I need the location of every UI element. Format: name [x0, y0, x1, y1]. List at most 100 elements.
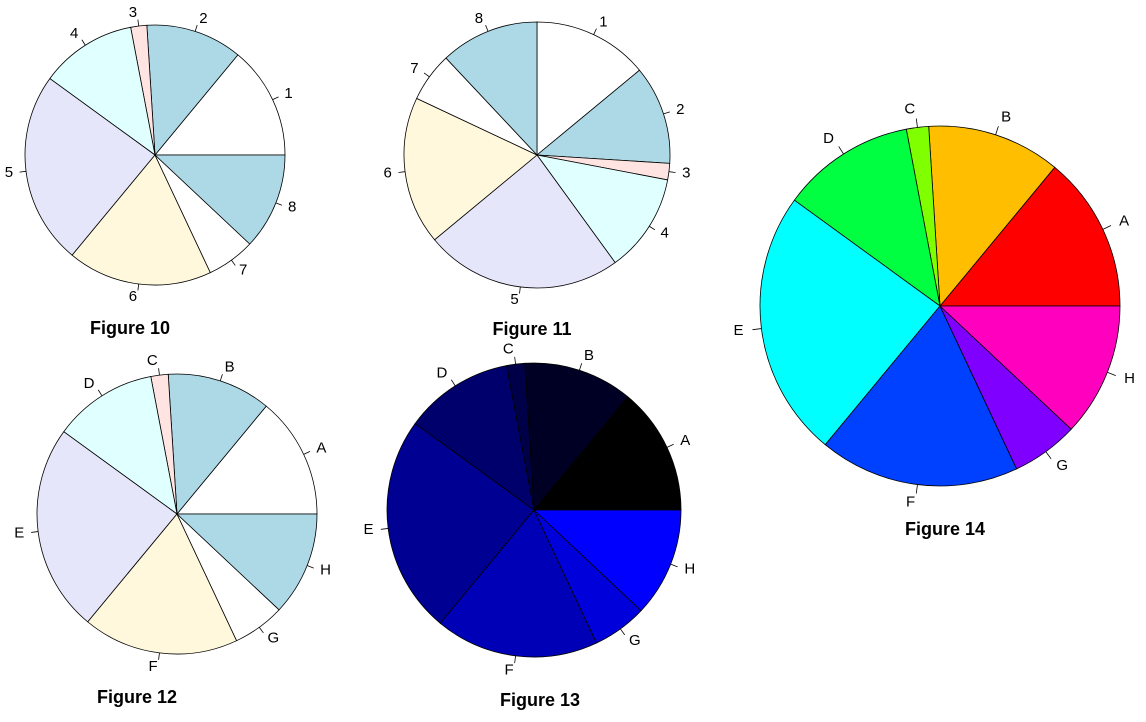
- label-tick: [158, 368, 160, 376]
- label-tick: [275, 202, 283, 206]
- pie-slice: [386, 423, 535, 624]
- label-tick: [995, 126, 999, 135]
- pie-slice: [939, 166, 1121, 307]
- chart-title: Figure 14: [905, 519, 985, 539]
- slice-label: E: [14, 524, 24, 541]
- slice-label: G: [268, 630, 280, 647]
- pie-slice: [146, 24, 239, 157]
- label-tick: [1045, 451, 1052, 460]
- label-tick: [258, 627, 264, 634]
- label-tick: [137, 283, 140, 291]
- label-tick: [668, 171, 676, 173]
- pie-chart: 1 2 3 4 5 6 7 8 Figure 10: [5, 4, 297, 338]
- slice-label: G: [629, 632, 641, 649]
- slice-label: 4: [661, 224, 669, 241]
- slice-label: 6: [129, 288, 137, 305]
- pie-slice: [793, 128, 941, 307]
- slice-label: 2: [199, 10, 207, 27]
- pie-slice: [439, 509, 598, 658]
- label-tick: [1107, 371, 1116, 376]
- slice-label: B: [1001, 109, 1011, 126]
- label-tick: [423, 72, 430, 78]
- label-tick: [838, 146, 844, 155]
- label-tick: [194, 25, 198, 32]
- slice-label: E: [364, 521, 374, 538]
- label-tick: [303, 451, 311, 455]
- slice-label: F: [505, 661, 514, 678]
- pie-slice: [433, 154, 616, 289]
- slice-label: H: [1124, 370, 1135, 387]
- slice-label: 7: [239, 262, 247, 279]
- label-tick: [485, 25, 489, 32]
- slice-label: 5: [510, 291, 518, 308]
- pie-slice: [536, 21, 641, 156]
- label-tick: [231, 259, 236, 266]
- slice-label: A: [680, 432, 690, 449]
- slice-label: E: [734, 322, 744, 339]
- slice-label: B: [584, 347, 594, 364]
- label-tick: [915, 484, 918, 494]
- pie-slice: [167, 373, 267, 516]
- pie-chart: A B C D E F G H Figure 13: [364, 341, 696, 710]
- label-tick: [450, 379, 456, 387]
- slice-label: 1: [284, 85, 292, 102]
- slice-label: F: [906, 493, 915, 510]
- pie-chart: A B C D E F G H Figure 12: [14, 352, 331, 707]
- label-tick: [272, 96, 279, 101]
- label-tick: [81, 39, 86, 46]
- label-tick: [380, 528, 389, 530]
- pie-slice: [154, 54, 286, 156]
- slice-label: 8: [288, 199, 296, 216]
- pie-slice: [176, 405, 318, 515]
- slice-label: 8: [475, 10, 483, 27]
- label-tick: [670, 563, 678, 568]
- chart-title: Figure 13: [500, 690, 580, 710]
- pie-slice: [445, 21, 538, 157]
- label-tick: [579, 363, 583, 371]
- slice-label: 4: [70, 25, 78, 42]
- pie-slice: [535, 69, 671, 164]
- pie-slice: [414, 365, 535, 511]
- label-tick: [666, 443, 674, 448]
- label-tick: [97, 389, 103, 397]
- label-tick: [137, 19, 140, 27]
- slice-label: 5: [5, 164, 13, 181]
- chart-title: Figure 11: [492, 319, 571, 339]
- label-tick: [752, 328, 762, 331]
- label-tick: [593, 28, 597, 35]
- label-tick: [663, 111, 670, 115]
- slice-label: C: [904, 101, 915, 118]
- chart-title: Figure 12: [97, 687, 177, 707]
- slice-label: 3: [129, 4, 137, 21]
- slice-label: B: [225, 359, 235, 376]
- pie-chart: A B C D E F G H Figure 14: [734, 101, 1135, 539]
- slice-label: A: [1119, 213, 1129, 230]
- slice-label: C: [503, 341, 514, 358]
- pie-slice: [87, 513, 238, 655]
- pie-slice: [938, 305, 1121, 430]
- slice-label: D: [437, 364, 448, 381]
- pie-slice: [63, 376, 178, 515]
- slice-label: F: [149, 658, 158, 675]
- pie-slice: [524, 362, 629, 512]
- label-tick: [307, 565, 314, 569]
- pie-slice: [49, 26, 156, 156]
- pie-chart: 1 2 3 4 5 6 7 8 Figure 11: [384, 10, 691, 339]
- slice-label: 1: [599, 14, 607, 31]
- label-tick: [915, 118, 918, 128]
- chart-title: Figure 10: [90, 318, 170, 338]
- slice-label: D: [84, 375, 95, 392]
- slice-label: D: [823, 130, 834, 147]
- slice-label: C: [147, 352, 158, 369]
- slice-label: H: [320, 562, 331, 579]
- slice-label: H: [684, 560, 695, 577]
- pie-slice: [403, 97, 538, 241]
- label-tick: [649, 225, 656, 231]
- pie-slice: [759, 199, 941, 446]
- pie-slice: [24, 78, 156, 256]
- slice-label: A: [316, 439, 326, 456]
- label-tick: [514, 356, 516, 365]
- pie-slice: [532, 509, 682, 612]
- label-tick: [620, 628, 626, 636]
